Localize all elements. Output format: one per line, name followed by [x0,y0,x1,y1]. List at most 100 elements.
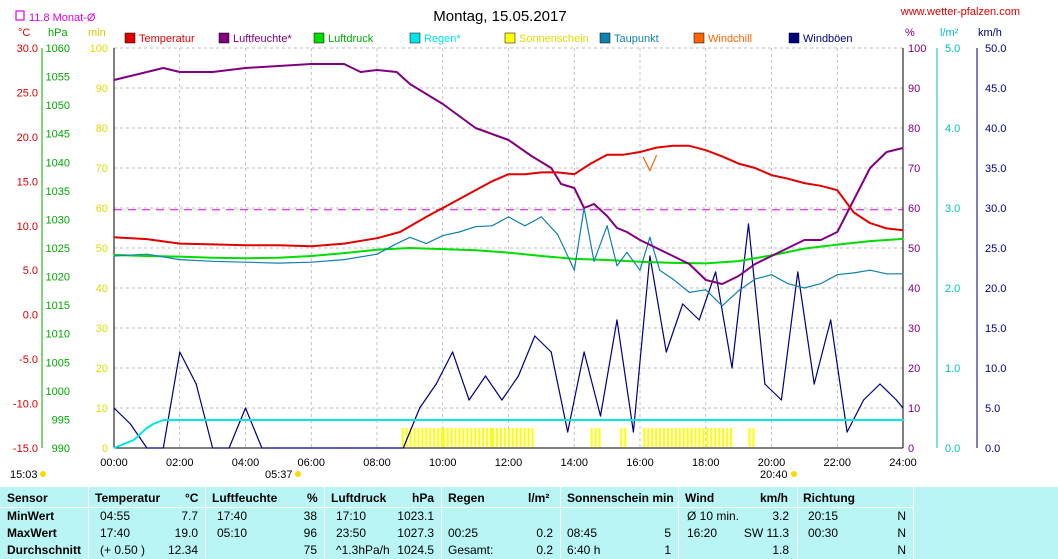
data-point [672,262,674,264]
sunshine-bar [523,428,526,447]
legend-label-2: Luftdruck [328,33,374,45]
axis-units: °C hPa min% l/m² km/h [18,27,1002,39]
stat-press-time: ^1.3hPa/h [336,543,390,557]
legend-swatch-7 [788,32,800,44]
divider [324,487,325,559]
stat-label: Durchschnitt [7,543,82,557]
x-tick-label: 20:00 [758,457,786,469]
sunshine-bar [507,428,510,447]
legend-swatch-6 [693,32,705,44]
rain-unit-label: l/m² [940,27,959,39]
x-tick-label: 24:00 [889,457,917,469]
website-link[interactable]: www.wetter-pfalzen.com [900,6,1020,18]
sunshine-bar [590,428,593,447]
data-point [590,163,592,165]
data-point [655,247,658,249]
sunshine-bar [515,428,518,447]
data-point [639,269,641,271]
data-point [540,216,543,218]
pressure-tick-label: 990 [52,443,70,455]
sunshine-bar [598,428,601,447]
data-point [869,240,871,242]
stat-press-time: 17:10 [336,509,367,523]
sunshine-bar [478,428,481,447]
legend-label-3: Regen* [424,33,461,45]
stat-label: MaxWert [7,526,57,540]
data-point [435,383,437,385]
legend-label-5: Taupunkt [614,33,659,45]
stat-press-val: 1027.3 [397,526,434,540]
data-point [425,243,427,245]
data-point [310,447,312,449]
humidity-tick-label: 20 [908,363,920,375]
data-point [442,235,444,237]
data-point [754,278,756,280]
stat-temp-time: (+ 0.50 ) [100,543,146,557]
sunset-icon [791,471,797,477]
data-point [672,255,674,257]
data-point [642,156,644,158]
data-point [244,67,247,69]
data-point [787,247,789,249]
data-point [540,171,543,173]
data-point [507,173,510,175]
stat-wind-time: 16:20 [687,526,718,540]
pressure-tick-label: 1020 [46,272,70,284]
wind-tick-label: 10.0 [985,363,1006,375]
data-point [491,180,493,182]
data-point [836,244,838,246]
data-point [886,227,888,229]
stat-rain-time: 00:25 [448,526,479,540]
stat-sun-time: 6:40 h [567,543,601,557]
data-point [343,243,345,245]
pressure-tick-label: 1060 [46,43,70,55]
data-point [754,263,756,265]
legend-swatch-2 [313,32,325,44]
sunshine-bar [421,428,424,447]
wind-tick-label: 20.0 [985,283,1006,295]
sunshine-bar [441,428,444,447]
data-point [212,71,214,73]
data-point [599,415,602,417]
temp-tick-label: 30.0 [17,43,38,55]
wind-tick-label: 0.0 [985,443,1000,455]
data-point [475,226,477,228]
x-tick-label: 18:00 [692,457,720,469]
data-point [738,260,740,262]
data-point [787,178,789,180]
sunshine-tick-label: 100 [90,43,108,55]
data-point [458,198,460,200]
data-point [277,65,279,67]
humidity-tick-label: 40 [908,283,920,295]
divider [441,487,442,559]
data-point [212,447,214,449]
data-point [787,283,789,285]
data-point [623,154,625,156]
sunshine-bar [659,428,662,447]
data-point [442,248,444,250]
data-point [853,272,855,274]
data-point [836,189,838,191]
temp-tick-label: -15.0 [13,443,38,455]
sunshine-unit-label: min [88,27,106,39]
stat-rain-val: 0.2 [536,543,553,557]
data-point [244,257,247,259]
divider [913,487,914,559]
stat-wind-time: Ø 10 min. [687,509,740,523]
sunshine-tick-label: 90 [96,83,108,95]
data-point [705,289,707,291]
data-point [770,274,773,276]
sunshine-bar [433,428,436,447]
header-temp-unit: °C [185,491,199,505]
pressure-tick-label: 995 [52,414,70,426]
data-point [530,155,533,157]
series-windböen [113,223,904,449]
wind-tick-label: 45.0 [985,83,1006,95]
sunshine-bar [748,428,751,447]
sunset-time: 20:40 [760,469,788,481]
data-point [682,303,684,305]
sunshine-bar [710,428,713,447]
pressure-tick-label: 1025 [46,243,70,255]
data-point [688,291,690,293]
data-point [179,259,181,261]
